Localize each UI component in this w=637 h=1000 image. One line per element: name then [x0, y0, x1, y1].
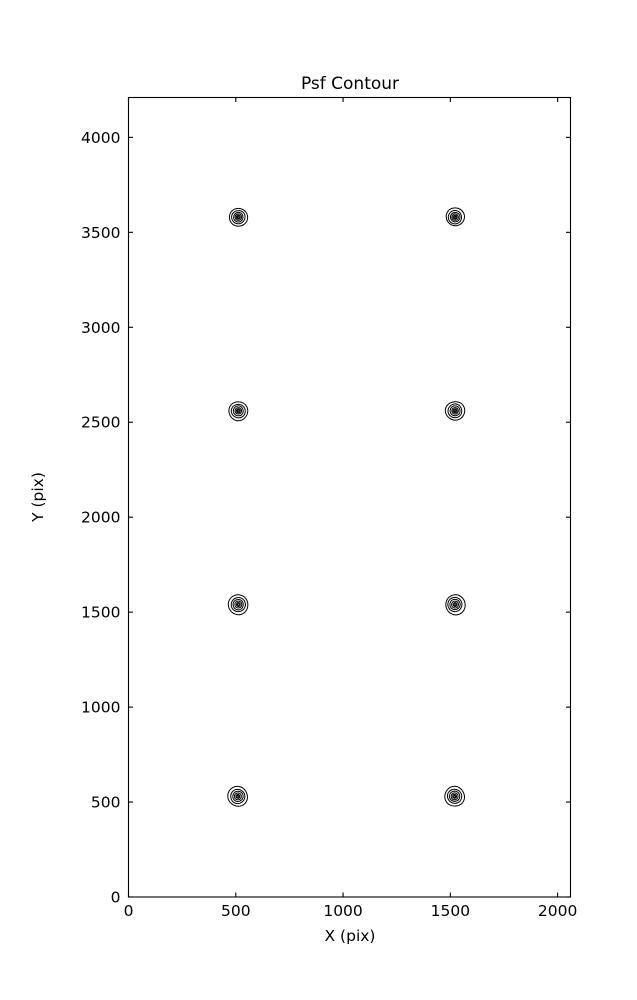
contour-level-4 — [452, 214, 458, 220]
y-axis-ticks: 0 500 1000 1500 2000 2500 3000 3500 4000 — [81, 129, 571, 907]
x-tick-label: 500 — [221, 902, 251, 920]
contour-level-2 — [449, 405, 461, 417]
contour-level-1 — [447, 596, 463, 613]
contour-level-1 — [230, 788, 246, 805]
y-tick-label: 500 — [91, 794, 121, 812]
page-title: Psf Contour — [301, 74, 399, 94]
contour-level-1 — [230, 597, 246, 613]
psf-c2-r3 — [444, 401, 466, 421]
contour-level-1 — [231, 210, 246, 225]
contour-level-5 — [236, 409, 240, 413]
x-tick-label: 1500 — [431, 902, 470, 920]
contour-level-3 — [451, 213, 459, 221]
contour-level-2 — [232, 790, 244, 802]
x-axis-ticks: 0 500 1000 1500 2000 — [124, 97, 577, 920]
contour-level-0 — [227, 785, 248, 807]
psf-c1-r1 — [227, 785, 248, 807]
contour-level-5 — [453, 215, 457, 219]
contour-level-4 — [235, 793, 241, 799]
axes-frame — [127, 96, 572, 898]
x-axis-label: X (pix) — [325, 927, 376, 945]
contour-level-4 — [452, 408, 458, 414]
x-tick-label: 2000 — [538, 902, 577, 920]
contour-level-0 — [445, 207, 465, 227]
x-tick-label: 1000 — [323, 902, 362, 920]
contour-level-4 — [235, 214, 241, 220]
contour-level-4 — [452, 602, 458, 607]
y-tick-label: 4000 — [81, 129, 120, 147]
contour-level-3 — [234, 407, 243, 415]
contour-level-3 — [233, 792, 242, 801]
contour-level-0 — [444, 785, 465, 807]
contour-level-2 — [232, 405, 244, 417]
contour-level-3 — [234, 600, 243, 609]
contour-level-5 — [453, 603, 457, 606]
contour-level-5 — [236, 603, 240, 606]
contour-level-1 — [447, 209, 462, 225]
contour-level-0 — [444, 401, 466, 421]
y-tick-label: 3000 — [81, 319, 120, 337]
y-tick-label: 2000 — [81, 509, 120, 527]
y-tick-label: 1000 — [81, 699, 120, 717]
y-tick-label: 1500 — [81, 604, 120, 622]
contour-level-2 — [232, 598, 244, 611]
contour-level-1 — [230, 403, 246, 419]
contour-level-2 — [233, 211, 244, 223]
psf-c1-r4 — [228, 207, 249, 227]
contour-level-2 — [449, 211, 461, 223]
y-tick-label: 3500 — [81, 224, 120, 242]
contour-level-4 — [235, 408, 241, 414]
y-axis-label: Y (pix) — [29, 472, 47, 523]
y-tick-label: 0 — [111, 889, 121, 907]
contour-level-4 — [235, 602, 241, 607]
contour-level-4 — [452, 793, 458, 799]
y-tick-label: 2500 — [81, 414, 120, 432]
contour-level-0 — [228, 401, 249, 422]
contour-series-layer — [227, 207, 466, 807]
psf-c2-r2 — [445, 594, 466, 616]
psf-c2-r4 — [445, 207, 465, 227]
contour-level-3 — [451, 600, 459, 609]
contour-level-3 — [450, 792, 459, 801]
contour-level-0 — [445, 594, 466, 616]
contour-level-5 — [236, 215, 240, 219]
contour-level-1 — [446, 788, 463, 804]
contour-level-1 — [447, 403, 463, 419]
contour-level-0 — [227, 594, 249, 616]
contour-level-5 — [236, 794, 240, 798]
psf-c1-r3 — [228, 401, 249, 422]
contour-level-3 — [451, 407, 459, 415]
contour-level-5 — [453, 794, 457, 798]
psf-c2-r1 — [444, 785, 465, 807]
x-tick-label: 0 — [124, 902, 134, 920]
psf-c1-r2 — [227, 594, 249, 616]
contour-level-3 — [234, 213, 243, 221]
contour-level-0 — [228, 207, 249, 227]
contour-level-5 — [453, 409, 457, 413]
contour-level-2 — [448, 790, 461, 802]
contour-level-2 — [449, 598, 461, 611]
